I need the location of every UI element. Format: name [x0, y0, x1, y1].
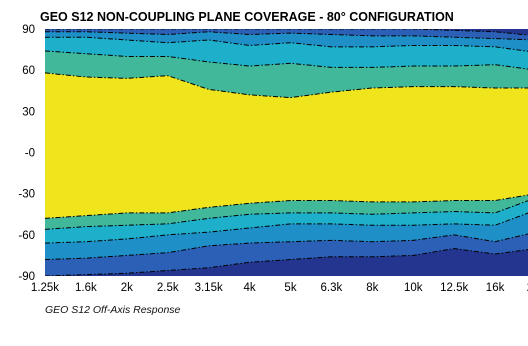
- contour-upper-green: [45, 50, 528, 70]
- x-tick-label: 20k: [527, 282, 528, 294]
- y-tick-label: -60: [18, 230, 35, 242]
- y-tick-label: 30: [22, 106, 35, 118]
- contour-upper-blue: [45, 31, 528, 41]
- band-yellow: [45, 72, 528, 219]
- x-tick-label: 2k: [121, 282, 133, 294]
- x-tick-label: 16k: [486, 282, 505, 294]
- contour-upper-yellow: [45, 72, 528, 99]
- x-tick-label: 8k: [366, 282, 378, 294]
- contour-lower-darkblue: [45, 248, 528, 276]
- contour-lower-lightblue: [45, 212, 528, 244]
- y-tick-label: -0: [25, 148, 35, 160]
- y-tick-label: -30: [18, 189, 35, 201]
- contour-lower-yellow: [45, 194, 528, 219]
- x-tick-label: 6.3k: [321, 282, 343, 294]
- x-tick-label: 5k: [284, 282, 296, 294]
- contour-lower-blue: [45, 233, 528, 261]
- x-tick-label: 1.6k: [75, 282, 97, 294]
- x-tick-label: 3.15k: [195, 282, 223, 294]
- x-tick-label: 12.5k: [440, 282, 468, 294]
- contour-upper-lightblue: [45, 36, 528, 52]
- y-tick-label: 60: [22, 65, 35, 77]
- x-tick-label: 4k: [244, 282, 256, 294]
- chart-title: GEO S12 NON-COUPLING PLANE COVERAGE - 80…: [40, 10, 454, 24]
- x-tick-label: 2.5k: [157, 282, 179, 294]
- x-axis: 1.25k 1.6k 2k 2.5k 3.15k 4k 5k 6.3k 8k 10k 12.5k 16…: [31, 282, 528, 294]
- chart-caption: GEO S12 Off-Axis Response: [45, 304, 181, 316]
- x-tick-label: 10k: [404, 282, 423, 294]
- plot-area: [45, 29, 528, 276]
- heatmap-bands: [45, 29, 528, 276]
- contour-lower-green: [45, 200, 528, 230]
- y-tick-label: -90: [18, 271, 35, 283]
- x-tick-label: 1.25k: [31, 282, 59, 294]
- y-axis: 90 60 30 -0 -30 -60 -90: [18, 24, 35, 283]
- y-tick-label: 90: [22, 24, 35, 36]
